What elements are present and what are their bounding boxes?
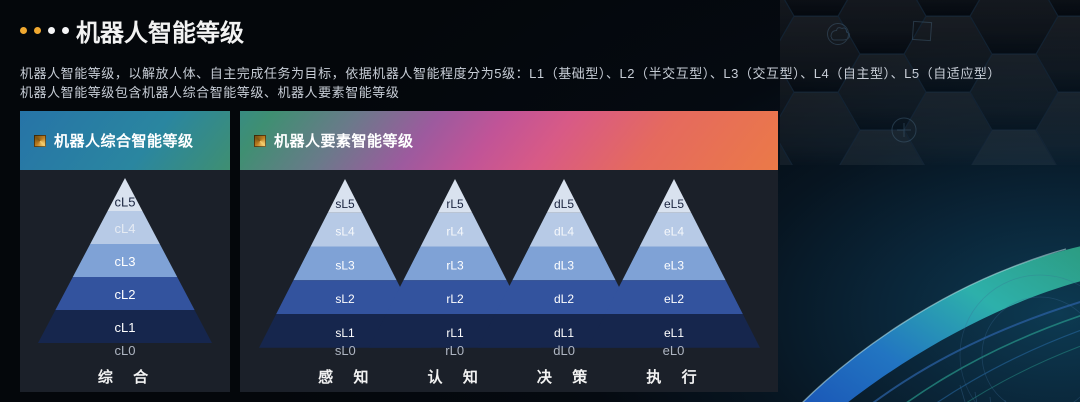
svg-text:eL3: eL3 <box>663 258 683 272</box>
svg-text:cL1: cL1 <box>115 320 136 335</box>
svg-text:sL3: sL3 <box>336 258 356 272</box>
svg-text:rL1: rL1 <box>446 326 464 340</box>
svg-text:cL3: cL3 <box>115 254 136 269</box>
svg-text:sL5: sL5 <box>336 197 356 211</box>
svg-text:eL2: eL2 <box>663 292 683 306</box>
svg-text:dL4: dL4 <box>554 224 574 238</box>
svg-text:sL1: sL1 <box>336 326 356 340</box>
svg-text:sL4: sL4 <box>336 224 356 238</box>
svg-text:rL2: rL2 <box>446 292 464 306</box>
svg-text:rL3: rL3 <box>446 258 464 272</box>
svg-text:rL5: rL5 <box>446 197 464 211</box>
svg-text:cL5: cL5 <box>115 195 136 210</box>
svg-text:eL1: eL1 <box>663 326 683 340</box>
svg-text:cL4: cL4 <box>115 221 136 236</box>
svg-text:rL4: rL4 <box>446 224 464 238</box>
svg-text:dL3: dL3 <box>554 258 574 272</box>
svg-text:eL4: eL4 <box>663 224 683 238</box>
svg-text:cL2: cL2 <box>115 287 136 302</box>
svg-text:sL2: sL2 <box>336 292 356 306</box>
svg-text:dL5: dL5 <box>554 197 574 211</box>
svg-text:eL5: eL5 <box>663 197 683 211</box>
svg-text:dL2: dL2 <box>554 292 574 306</box>
svg-text:dL1: dL1 <box>554 326 574 340</box>
